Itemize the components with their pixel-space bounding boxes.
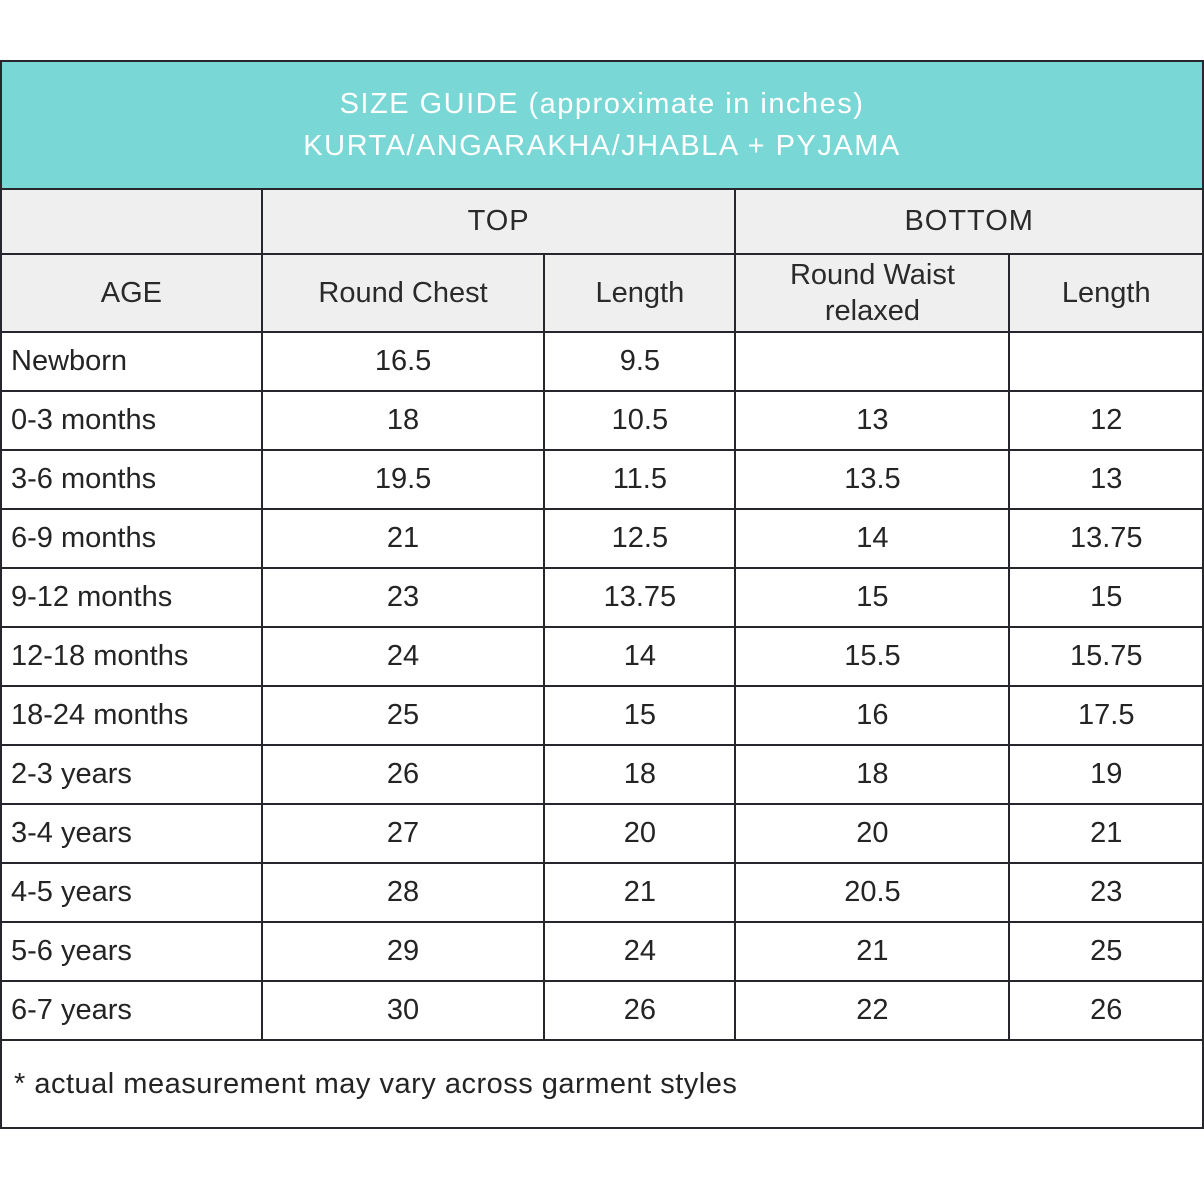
table-body: Newborn 16.5 9.5 0-3 months 18 10.5 13 12 3-6 mo… [0, 331, 1204, 1041]
age-cell: 9-12 months [0, 567, 263, 628]
group-header-top: TOP [260, 188, 737, 255]
table-row: 9-12 months 23 13.75 15 15 [0, 567, 1204, 628]
age-cell: 4-5 years [0, 862, 263, 923]
table-title-banner: SIZE GUIDE (approximate in inches) KURTA… [0, 60, 1204, 190]
value-cell: 13 [1008, 449, 1204, 510]
table-row: 12-18 months 24 14 15.5 15.75 [0, 626, 1204, 687]
footnote: * actual measurement may vary across gar… [0, 1039, 1204, 1129]
value-cell: 26 [543, 980, 737, 1041]
value-cell: 30 [260, 980, 546, 1041]
value-cell: 25 [260, 685, 546, 746]
value-cell: 14 [543, 626, 737, 687]
value-cell: 18 [543, 744, 737, 805]
value-cell: 19.5 [260, 449, 546, 510]
value-cell: 12.5 [543, 508, 737, 569]
value-cell: 23 [260, 567, 546, 628]
value-cell: 26 [260, 744, 546, 805]
value-cell [734, 331, 1011, 392]
value-cell: 28 [260, 862, 546, 923]
value-cell: 15 [734, 567, 1011, 628]
column-header-age: AGE [0, 253, 263, 333]
column-header-round-chest: Round Chest [260, 253, 546, 333]
table-row: 0-3 months 18 10.5 13 12 [0, 390, 1204, 451]
value-cell: 14 [734, 508, 1011, 569]
banner-row: SIZE GUIDE (approximate in inches) KURTA… [0, 60, 1204, 190]
column-header-bottom-length: Length [1008, 253, 1204, 333]
column-header-round-waist: Round Waist relaxed [734, 253, 1011, 333]
table-row: 5-6 years 29 24 21 25 [0, 921, 1204, 982]
group-header-empty [0, 188, 263, 255]
value-cell: 16.5 [260, 331, 546, 392]
value-cell: 21 [734, 921, 1011, 982]
value-cell: 15.5 [734, 626, 1011, 687]
table-row: Newborn 16.5 9.5 [0, 331, 1204, 392]
value-cell: 13.75 [1008, 508, 1204, 569]
size-guide-table: SIZE GUIDE (approximate in inches) KURTA… [0, 60, 1204, 1129]
value-cell: 13.5 [734, 449, 1011, 510]
value-cell: 26 [1008, 980, 1204, 1041]
value-cell: 15 [543, 685, 737, 746]
value-cell: 18 [260, 390, 546, 451]
value-cell: 15 [1008, 567, 1204, 628]
value-cell: 21 [260, 508, 546, 569]
group-header-bottom: BOTTOM [734, 188, 1204, 255]
group-header-row: TOP BOTTOM [0, 188, 1204, 255]
value-cell: 15.75 [1008, 626, 1204, 687]
value-cell: 21 [1008, 803, 1204, 864]
value-cell: 18 [734, 744, 1011, 805]
value-cell: 22 [734, 980, 1011, 1041]
column-header-top-length: Length [543, 253, 737, 333]
table-row: 6-7 years 30 26 22 26 [0, 980, 1204, 1041]
table-row: 6-9 months 21 12.5 14 13.75 [0, 508, 1204, 569]
value-cell: 19 [1008, 744, 1204, 805]
value-cell: 13.75 [543, 567, 737, 628]
age-cell: 12-18 months [0, 626, 263, 687]
age-cell: 18-24 months [0, 685, 263, 746]
value-cell: 12 [1008, 390, 1204, 451]
value-cell: 21 [543, 862, 737, 923]
value-cell: 20.5 [734, 862, 1011, 923]
value-cell: 29 [260, 921, 546, 982]
age-cell: 6-9 months [0, 508, 263, 569]
table-subtitle: KURTA/ANGARAKHA/JHABLA + PYJAMA [303, 130, 901, 162]
value-cell: 11.5 [543, 449, 737, 510]
column-header-row: AGE Round Chest Length Round Waist relax… [0, 253, 1204, 333]
age-cell: 2-3 years [0, 744, 263, 805]
value-cell: 17.5 [1008, 685, 1204, 746]
age-cell: Newborn [0, 331, 263, 392]
value-cell: 13 [734, 390, 1011, 451]
table-title: SIZE GUIDE (approximate in inches) [339, 87, 865, 120]
age-cell: 3-4 years [0, 803, 263, 864]
value-cell: 24 [260, 626, 546, 687]
table-row: 3-4 years 27 20 20 21 [0, 803, 1204, 864]
value-cell [1008, 331, 1204, 392]
table-row: 4-5 years 28 21 20.5 23 [0, 862, 1204, 923]
age-cell: 3-6 months [0, 449, 263, 510]
age-cell: 6-7 years [0, 980, 263, 1041]
value-cell: 20 [543, 803, 737, 864]
value-cell: 9.5 [543, 331, 737, 392]
value-cell: 20 [734, 803, 1011, 864]
value-cell: 23 [1008, 862, 1204, 923]
value-cell: 24 [543, 921, 737, 982]
table-row: 18-24 months 25 15 16 17.5 [0, 685, 1204, 746]
footnote-row: * actual measurement may vary across gar… [0, 1039, 1204, 1129]
age-cell: 5-6 years [0, 921, 263, 982]
table-row: 2-3 years 26 18 18 19 [0, 744, 1204, 805]
value-cell: 16 [734, 685, 1011, 746]
age-cell: 0-3 months [0, 390, 263, 451]
value-cell: 10.5 [543, 390, 737, 451]
table-row: 3-6 months 19.5 11.5 13.5 13 [0, 449, 1204, 510]
value-cell: 27 [260, 803, 546, 864]
value-cell: 25 [1008, 921, 1204, 982]
